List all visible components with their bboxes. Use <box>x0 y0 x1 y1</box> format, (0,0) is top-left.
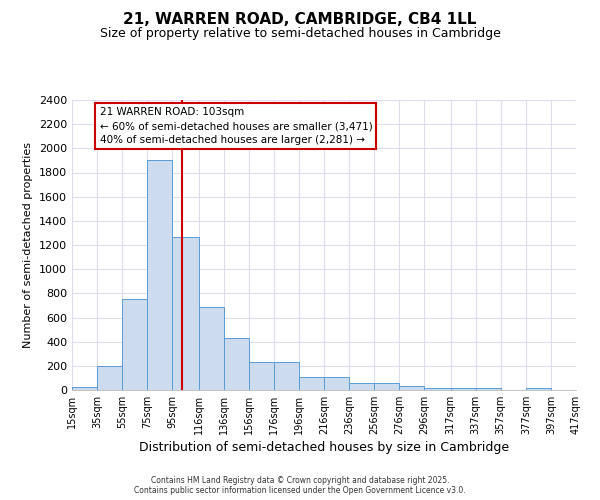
Text: Size of property relative to semi-detached houses in Cambridge: Size of property relative to semi-detach… <box>100 28 500 40</box>
Text: Contains HM Land Registry data © Crown copyright and database right 2025.
Contai: Contains HM Land Registry data © Crown c… <box>134 476 466 495</box>
Bar <box>72 387 97 390</box>
Bar <box>374 383 399 390</box>
Bar <box>122 300 147 390</box>
Bar <box>424 388 451 390</box>
Bar <box>147 160 172 390</box>
Bar <box>299 378 324 390</box>
Bar <box>97 366 122 390</box>
Bar <box>199 306 224 390</box>
Bar <box>249 362 274 390</box>
Bar <box>274 362 299 390</box>
Bar <box>526 388 551 390</box>
Bar <box>172 236 199 390</box>
Bar <box>224 338 249 390</box>
Text: 21, WARREN ROAD, CAMBRIDGE, CB4 1LL: 21, WARREN ROAD, CAMBRIDGE, CB4 1LL <box>124 12 476 28</box>
Bar <box>451 388 476 390</box>
X-axis label: Distribution of semi-detached houses by size in Cambridge: Distribution of semi-detached houses by … <box>139 441 509 454</box>
Bar <box>324 378 349 390</box>
Bar <box>399 386 424 390</box>
Bar <box>349 383 374 390</box>
Text: 21 WARREN ROAD: 103sqm
← 60% of semi-detached houses are smaller (3,471)
40% of : 21 WARREN ROAD: 103sqm ← 60% of semi-det… <box>100 108 373 146</box>
Y-axis label: Number of semi-detached properties: Number of semi-detached properties <box>23 142 34 348</box>
Bar <box>476 388 501 390</box>
